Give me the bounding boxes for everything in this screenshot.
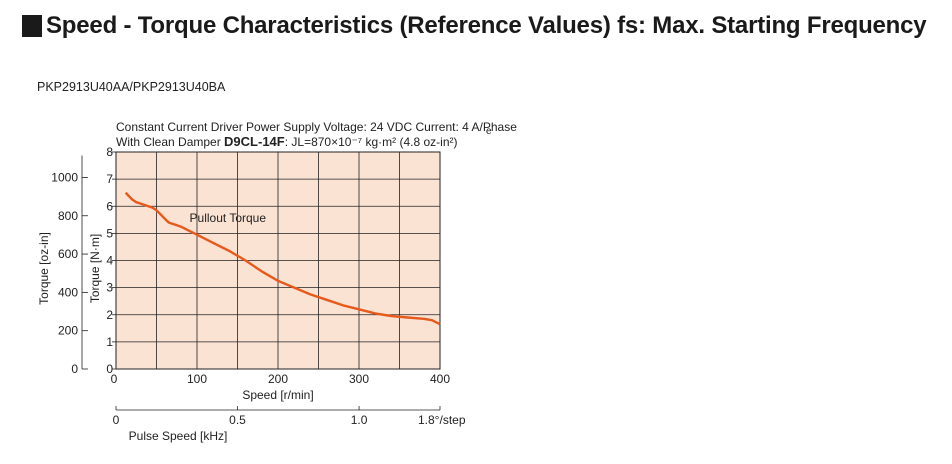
stray-mark: e <box>486 126 492 137</box>
x-tick-label: 0 <box>111 372 118 386</box>
y-tick-label: 0 <box>106 362 113 376</box>
page-title: Speed - Torque Characteristics (Referenc… <box>46 12 927 39</box>
y-tick-label: 7 <box>106 172 113 186</box>
x-tick-label: 100 <box>187 372 207 386</box>
x2-tick-label: 0.5 <box>229 413 246 427</box>
x-tick-label: 400 <box>430 372 450 386</box>
y2-tick-label: 400 <box>58 285 78 299</box>
y-tick-label: 6 <box>106 199 113 213</box>
conditions-line1: Constant Current Driver Power Supply Vol… <box>116 120 517 134</box>
y2-tick-label: 200 <box>58 324 78 338</box>
x2-axis-label: Pulse Speed [kHz] <box>129 429 228 443</box>
damper-spec: : JL=870×10⁻⁷ kg·m² (4.8 oz-in²) <box>285 135 458 149</box>
y2-tick-label: 800 <box>58 209 78 223</box>
y2-axis-label: Torque [oz-in] <box>37 232 51 305</box>
y-tick-label: 2 <box>106 308 113 322</box>
y-tick-label: 1 <box>106 335 113 349</box>
damper-prefix: With Clean Damper <box>116 135 224 149</box>
y-axis-label: Torque [N·m] <box>88 234 102 303</box>
x-tick-label: 200 <box>268 372 288 386</box>
y-tick-label: 4 <box>106 254 113 268</box>
y-tick-label: 8 <box>106 145 113 159</box>
conditions-line2: With Clean Damper D9CL-14F: JL=870×10⁻⁷ … <box>116 134 457 149</box>
y2-tick-label: 0 <box>71 362 78 376</box>
x-axis-label: Speed [r/min] <box>242 388 313 402</box>
x-tick-label: 300 <box>349 372 369 386</box>
model-number: PKP2913U40AA/PKP2913U40BA <box>37 80 226 94</box>
x2-tick-label: 0 <box>113 413 120 427</box>
x2-tick-label: 1.0 <box>351 413 368 427</box>
step-angle-note: 1.8°/step <box>418 413 466 427</box>
y-tick-label: 3 <box>106 281 113 295</box>
y2-tick-label: 1000 <box>51 170 78 184</box>
curve-annotation: Pullout Torque <box>190 211 267 225</box>
damper-model: D9CL-14F <box>224 134 285 149</box>
header-square-icon <box>22 15 42 37</box>
pullout-torque-curve <box>124 191 441 326</box>
y2-tick-label: 600 <box>58 247 78 261</box>
header: Speed - Torque Characteristics (Referenc… <box>22 10 927 42</box>
y-tick-label: 5 <box>106 226 113 240</box>
